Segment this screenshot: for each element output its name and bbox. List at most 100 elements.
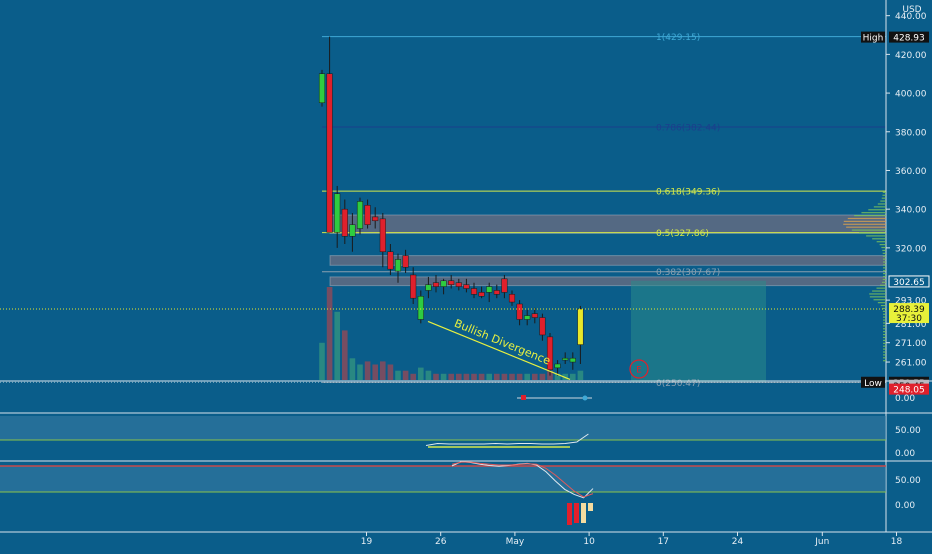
- volume-profile-bar: [881, 246, 886, 249]
- divergence-line: [427, 320, 571, 381]
- volume-bar: [372, 364, 378, 380]
- x-tick-label: 17: [658, 537, 669, 547]
- volume-bar: [554, 373, 561, 380]
- candle-body: [432, 282, 440, 287]
- ind3-histogram-bar: [581, 503, 586, 523]
- volume-profile-bar: [854, 214, 886, 217]
- candle-body: [493, 290, 500, 295]
- y-tick-label: 293.00: [895, 297, 927, 307]
- candle-body: [539, 317, 546, 336]
- candle-body: [364, 205, 371, 225]
- candle-body: [531, 313, 538, 318]
- volume-bar: [433, 373, 439, 380]
- volume-profile-bar: [876, 287, 886, 289]
- ind2-band: [0, 416, 886, 440]
- volume-bar: [509, 373, 515, 380]
- volume-profile-bar: [883, 339, 886, 341]
- earnings-marker-label: E: [636, 366, 642, 376]
- volume-profile-bar: [882, 194, 886, 196]
- volume-bar: [539, 373, 546, 380]
- volume-profile-bar: [882, 273, 886, 275]
- price-tag-bg-1: [888, 275, 930, 288]
- y-tick-label: 440.00: [895, 12, 927, 22]
- y-tick-label: 261.00: [895, 359, 927, 369]
- candle-body: [501, 278, 508, 293]
- volume-profile-bar: [882, 267, 886, 269]
- volume-profile-bar: [883, 322, 886, 324]
- volume-profile-bar: [873, 299, 886, 301]
- volume-profile-bar: [882, 249, 886, 252]
- ind1-marker-red: [521, 395, 526, 400]
- volume-profile-bar: [877, 203, 886, 205]
- volume-bar: [463, 373, 470, 380]
- volume-profile-bar: [846, 226, 886, 228]
- volume-bar: [326, 287, 333, 380]
- volume-profile-bar: [858, 232, 886, 234]
- volume-profile-bar: [880, 304, 886, 307]
- fib-label-1: 0.786(382.44): [656, 124, 720, 134]
- candle-body: [546, 336, 554, 371]
- candle-body: [356, 201, 364, 229]
- volume-profile-bar: [883, 336, 886, 339]
- zone-0: [329, 214, 887, 234]
- volume-profile-bar: [883, 328, 886, 330]
- volume-bar: [532, 373, 538, 380]
- x-tick-label: May: [506, 537, 525, 547]
- volume-profile-bar: [880, 284, 886, 286]
- volume-bar: [418, 367, 424, 380]
- fib-label-4: 0.382(307.67): [656, 268, 720, 278]
- candle-body: [448, 280, 455, 285]
- y-tick-label: 271.00: [895, 339, 927, 349]
- candle-body: [349, 224, 356, 237]
- candle-body: [569, 357, 576, 363]
- candle-body: [425, 284, 432, 291]
- price-tag-name-0: High: [863, 34, 884, 44]
- price-tag-value-0: 428.93: [893, 34, 925, 44]
- candle-body: [394, 259, 402, 272]
- volume-bar: [387, 364, 394, 380]
- volume-bar: [524, 373, 530, 380]
- candle-body: [372, 216, 379, 222]
- volume-profile-bar: [872, 290, 886, 292]
- volume-bar: [425, 370, 432, 380]
- volume-bar: [577, 370, 584, 380]
- price-tag-bg-2: [889, 303, 929, 324]
- volume-profile-bar: [882, 261, 886, 263]
- time-axis[interactable]: 19 26 May 10 17 24 Jun 18: [361, 532, 903, 547]
- candle-body: [486, 286, 493, 293]
- volume-profile-bar: [882, 281, 886, 283]
- ind1-tick-label: 0.00: [895, 394, 915, 404]
- candle-body: [341, 208, 348, 237]
- y-tick-label: 340.00: [895, 206, 927, 216]
- volume-profile-bar: [872, 238, 886, 240]
- price-tag-name-3: Low: [864, 379, 882, 389]
- ind2-tick-label-50: 50.00: [895, 426, 921, 436]
- x-tick-label: 26: [435, 537, 447, 547]
- ind3-tick-label-0: 0.00: [895, 501, 915, 511]
- volume-profile-bar: [882, 319, 886, 321]
- volume-profile-bar: [843, 220, 886, 222]
- volume-bar: [440, 373, 447, 380]
- volume-bar: [486, 373, 492, 380]
- volume-profile-bar: [882, 191, 886, 193]
- y-tick-label: 400.00: [895, 90, 927, 100]
- candle-body: [387, 251, 394, 270]
- volume-bar: [448, 373, 454, 380]
- volume-profile-bar: [882, 252, 886, 254]
- price-tag-name-bg-0: [861, 31, 885, 43]
- volume-profile-bar: [882, 313, 886, 315]
- volume-profile-bar: [876, 241, 886, 243]
- volume-bar: [342, 330, 348, 380]
- volume-bar: [478, 373, 485, 380]
- price-tag-value-2: 288.39: [893, 305, 925, 315]
- volume-profile-bar: [883, 357, 886, 359]
- x-tick-label: 19: [361, 537, 373, 547]
- ind1-marker-blue: [582, 395, 588, 401]
- currency-label: USD: [902, 5, 921, 15]
- volume-bar: [494, 373, 500, 380]
- volume-profile-bar: [882, 278, 886, 281]
- volume-profile-bar: [883, 360, 886, 362]
- x-tick-label: 18: [891, 537, 903, 547]
